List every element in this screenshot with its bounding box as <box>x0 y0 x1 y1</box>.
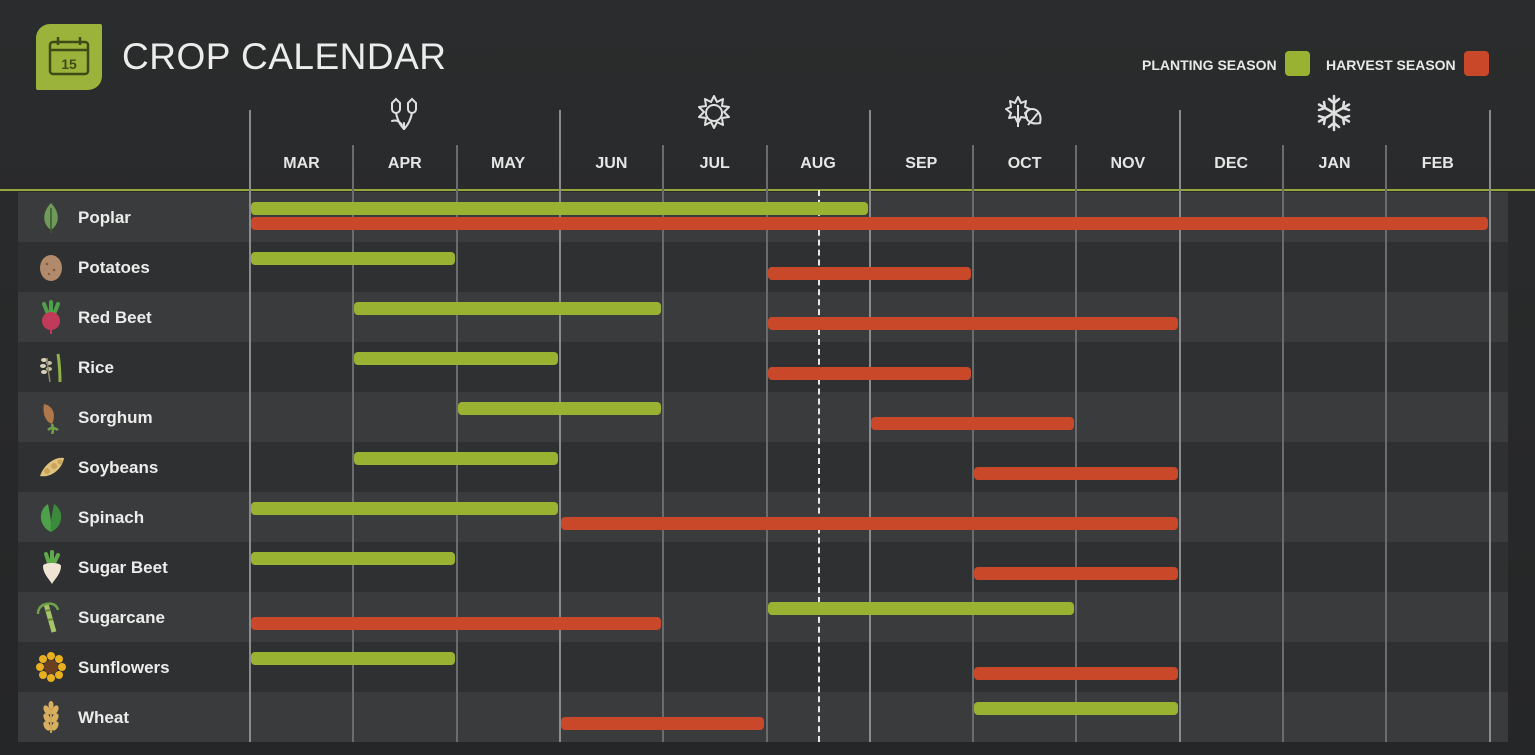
sugarcane-icon <box>36 602 60 633</box>
grid-line <box>249 110 251 742</box>
winter-snowflake-icon <box>1317 94 1351 132</box>
crop-name: Rice <box>78 358 114 377</box>
wheat-icon <box>43 701 59 733</box>
crop-row-potatoes: Potatoes <box>18 242 1508 292</box>
crop-row-soybeans: Soybeans <box>18 442 1508 492</box>
month-label-oct: OCT <box>1007 155 1042 172</box>
legend-harvest-label: HARVEST SEASON <box>1326 57 1456 73</box>
red-beet-icon <box>42 300 60 334</box>
planting-season-bar <box>974 702 1178 715</box>
planting-season-bar <box>354 452 558 465</box>
crop-name: Sugarcane <box>78 608 165 627</box>
sorghum-icon <box>43 404 59 434</box>
month-label-nov: NOV <box>1110 155 1146 172</box>
legend-planting-label: PLANTING SEASON <box>1142 57 1277 73</box>
month-label-jul: JUL <box>699 155 730 172</box>
crop-name: Wheat <box>78 708 129 727</box>
month-label-aug: AUG <box>800 155 836 172</box>
grid-line <box>868 110 871 742</box>
poplar-leaf-icon <box>44 203 58 233</box>
legend: PLANTING SEASON HARVEST SEASON <box>1142 51 1497 77</box>
current-month-marker <box>818 190 820 742</box>
autumn-leaf-icon <box>1005 96 1042 127</box>
crop-name: Poplar <box>78 208 131 227</box>
crop-name: Red Beet <box>78 308 152 327</box>
grid-line <box>1178 110 1181 742</box>
legend-harvest-swatch <box>1464 51 1489 76</box>
planting-season-bar <box>354 352 558 365</box>
grid-line <box>352 145 355 742</box>
crop-name: Soybeans <box>78 458 159 477</box>
harvest-season-bar <box>974 667 1178 680</box>
harvest-season-bar <box>251 617 662 630</box>
spinach-icon <box>40 504 62 532</box>
grid-line <box>455 145 458 742</box>
planting-season-bar <box>354 302 662 315</box>
header-divider <box>0 189 1535 191</box>
month-label-sep: SEP <box>905 155 938 172</box>
crop-row-wheat: Wheat <box>18 692 1508 742</box>
page-title: CROP CALENDAR <box>122 36 447 77</box>
crop-name: Spinach <box>78 508 145 527</box>
harvest-season-bar <box>251 217 1488 230</box>
month-label-apr: APR <box>387 155 422 172</box>
harvest-season-bar <box>560 517 1178 530</box>
grid-line <box>1488 110 1491 742</box>
planting-season-bar <box>767 602 1075 615</box>
soybean-icon <box>40 457 64 477</box>
month-label-dec: DEC <box>1214 155 1249 172</box>
grid-line <box>558 110 561 742</box>
legend-planting-swatch <box>1285 51 1310 76</box>
spring-flower-icon <box>391 97 417 130</box>
grid-line <box>1075 145 1078 742</box>
harvest-season-bar <box>870 417 1075 430</box>
crop-row-red-beet: Red Beet <box>18 292 1508 342</box>
crop-row-sorghum: Sorghum <box>18 392 1508 442</box>
planting-season-bar <box>251 552 455 565</box>
harvest-season-bar <box>974 467 1178 480</box>
crop-row-sugarcane: Sugarcane <box>18 592 1508 642</box>
grid-line <box>765 145 768 742</box>
grid-line <box>1282 145 1284 742</box>
grid-line <box>662 145 665 742</box>
planting-season-bar <box>251 652 455 665</box>
grid-line <box>1385 145 1388 742</box>
month-label-feb: FEB <box>1421 155 1454 172</box>
harvest-season-bar <box>767 317 1178 330</box>
harvest-season-bar <box>767 367 972 380</box>
sunflower-icon <box>36 652 66 682</box>
month-label-jun: JUN <box>595 155 628 172</box>
harvest-season-bar <box>767 267 972 280</box>
potato-icon <box>40 255 62 281</box>
rice-icon <box>40 353 62 383</box>
crop-row-rice: Rice <box>18 342 1508 392</box>
planting-season-bar <box>457 402 662 415</box>
grid-line <box>972 145 975 742</box>
crop-name: Sugar Beet <box>78 558 168 577</box>
crop-name: Sorghum <box>78 408 153 427</box>
harvest-season-bar <box>974 567 1178 580</box>
crop-row-sugar-beet: Sugar Beet <box>18 542 1508 592</box>
crop-name: Potatoes <box>78 258 150 277</box>
month-label-may: MAY <box>491 155 526 172</box>
month-label-mar: MAR <box>283 155 320 172</box>
crop-row-sunflowers: Sunflowers <box>18 642 1508 692</box>
planting-season-bar <box>251 502 558 515</box>
planting-season-bar <box>251 202 868 215</box>
summer-sun-icon <box>698 95 730 129</box>
harvest-season-bar <box>560 717 765 730</box>
month-label-jan: JAN <box>1318 155 1351 172</box>
sugar-beet-icon <box>43 550 61 584</box>
crop-name: Sunflowers <box>78 658 170 677</box>
calendar-icon: 15 <box>36 24 102 90</box>
planting-season-bar <box>251 252 455 265</box>
calendar-icon-number: 15 <box>61 56 77 72</box>
